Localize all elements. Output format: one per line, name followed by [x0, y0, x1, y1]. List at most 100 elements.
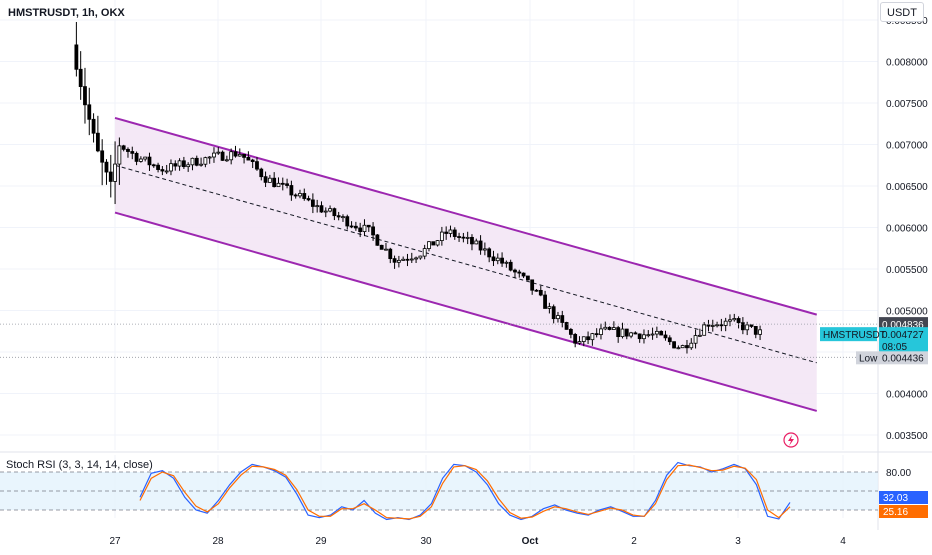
candle[interactable]	[530, 279, 535, 291]
candle[interactable]	[418, 255, 423, 259]
candle[interactable]	[388, 248, 393, 260]
candle[interactable]	[706, 324, 711, 327]
candle[interactable]	[680, 345, 685, 349]
candle[interactable]	[672, 341, 676, 349]
candle[interactable]	[74, 44, 79, 70]
candle[interactable]	[500, 257, 504, 264]
candle[interactable]	[341, 216, 345, 219]
candle[interactable]	[392, 258, 397, 263]
candle[interactable]	[78, 68, 83, 87]
candle[interactable]	[371, 226, 375, 236]
candle[interactable]	[491, 256, 496, 262]
candle[interactable]	[586, 336, 590, 341]
lightning-icon[interactable]	[783, 432, 799, 448]
candle[interactable]	[710, 325, 715, 327]
candle[interactable]	[646, 334, 651, 337]
candle[interactable]	[637, 333, 642, 340]
candle[interactable]	[723, 320, 728, 326]
candle[interactable]	[276, 182, 281, 188]
candle[interactable]	[732, 318, 737, 321]
candle[interactable]	[478, 240, 483, 251]
candle[interactable]	[667, 337, 672, 343]
candle[interactable]	[452, 229, 457, 237]
candle[interactable]	[349, 225, 354, 228]
candle[interactable]	[594, 333, 599, 336]
candle[interactable]	[736, 318, 741, 324]
candle[interactable]	[302, 193, 307, 199]
candle[interactable]	[177, 160, 182, 167]
candle[interactable]	[298, 193, 302, 197]
candle[interactable]	[525, 275, 530, 281]
candle[interactable]	[629, 332, 633, 337]
candle[interactable]	[259, 168, 264, 178]
candle[interactable]	[431, 241, 436, 246]
candle[interactable]	[719, 324, 724, 327]
candle[interactable]	[100, 150, 105, 163]
candle[interactable]	[358, 227, 363, 232]
candle[interactable]	[556, 315, 560, 320]
candle[interactable]	[659, 330, 664, 336]
candle[interactable]	[611, 327, 616, 330]
candle[interactable]	[113, 163, 117, 182]
candle[interactable]	[250, 159, 255, 163]
candle[interactable]	[186, 164, 191, 168]
candle[interactable]	[702, 324, 707, 336]
candle[interactable]	[190, 157, 195, 166]
candle[interactable]	[401, 258, 406, 261]
candle[interactable]	[315, 205, 320, 208]
candle[interactable]	[263, 176, 268, 183]
candle[interactable]	[543, 294, 547, 309]
candle[interactable]	[693, 335, 698, 344]
candle[interactable]	[427, 241, 431, 249]
candle[interactable]	[362, 224, 367, 232]
candle[interactable]	[538, 289, 543, 296]
candle[interactable]	[207, 156, 212, 159]
candle[interactable]	[353, 225, 358, 229]
currency-button[interactable]: USDT	[880, 2, 924, 22]
candle[interactable]	[676, 347, 681, 350]
candle[interactable]	[439, 231, 444, 241]
candle[interactable]	[203, 157, 208, 165]
candle[interactable]	[212, 152, 216, 158]
candle[interactable]	[255, 161, 259, 170]
candle[interactable]	[654, 330, 659, 335]
candle[interactable]	[345, 216, 350, 227]
candle[interactable]	[181, 160, 186, 168]
candle[interactable]	[147, 156, 152, 166]
candle[interactable]	[448, 229, 453, 234]
candle[interactable]	[422, 248, 427, 257]
candle[interactable]	[650, 333, 655, 336]
candle[interactable]	[83, 86, 87, 106]
indicator-title[interactable]: Stoch RSI (3, 3, 14, 14, close)	[6, 459, 153, 471]
candle[interactable]	[280, 182, 285, 185]
candle[interactable]	[375, 234, 380, 246]
candle[interactable]	[160, 169, 165, 172]
candle[interactable]	[409, 258, 414, 261]
stoch-d-line[interactable]	[139, 464, 791, 520]
candle[interactable]	[220, 151, 225, 161]
candle[interactable]	[521, 272, 526, 277]
candle[interactable]	[728, 319, 732, 322]
candle[interactable]	[242, 153, 246, 158]
candle[interactable]	[108, 171, 113, 182]
candle[interactable]	[470, 236, 474, 245]
candle[interactable]	[285, 183, 289, 186]
candle[interactable]	[560, 315, 565, 323]
candle[interactable]	[534, 289, 539, 292]
candle[interactable]	[91, 118, 96, 134]
candle[interactable]	[461, 236, 466, 239]
candle[interactable]	[384, 248, 388, 251]
candle[interactable]	[328, 208, 332, 212]
candle[interactable]	[164, 170, 169, 173]
candle[interactable]	[457, 236, 461, 238]
candle[interactable]	[482, 248, 487, 251]
candle[interactable]	[310, 199, 315, 207]
candle[interactable]	[573, 334, 578, 344]
candle[interactable]	[319, 205, 324, 213]
candle[interactable]	[590, 333, 595, 341]
candle[interactable]	[663, 334, 668, 339]
candle[interactable]	[134, 152, 139, 162]
candle[interactable]	[130, 151, 135, 154]
candle[interactable]	[138, 158, 143, 162]
